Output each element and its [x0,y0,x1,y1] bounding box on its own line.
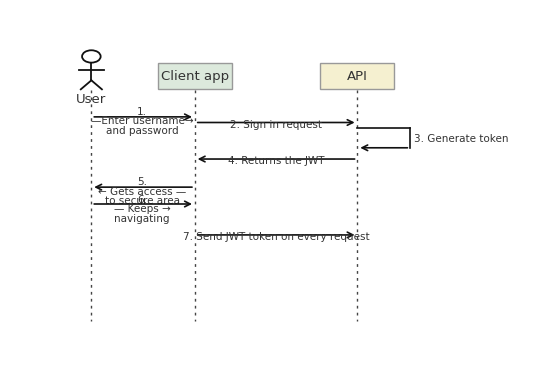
Text: — Keeps →: — Keeps → [114,204,171,214]
Text: Client app: Client app [161,70,229,82]
Text: navigating: navigating [114,214,170,223]
Text: API: API [347,70,368,82]
Text: 5.: 5. [137,177,147,187]
Text: —Enter username→: —Enter username→ [90,116,193,126]
FancyBboxPatch shape [158,63,232,89]
Text: 2. Sign in request: 2. Sign in request [230,120,322,130]
Text: 1.: 1. [137,107,147,117]
Text: 4. Returns the JWT: 4. Returns the JWT [228,156,324,166]
Text: ← Gets access —: ← Gets access — [98,187,186,197]
Text: 7. Send JWT token on every request: 7. Send JWT token on every request [183,232,370,242]
Text: and password: and password [106,126,178,135]
FancyBboxPatch shape [320,63,395,89]
Text: User: User [76,93,106,106]
Text: 6.: 6. [137,195,147,205]
Text: to secure area: to secure area [105,196,179,206]
Text: 3. Generate token: 3. Generate token [414,134,509,143]
